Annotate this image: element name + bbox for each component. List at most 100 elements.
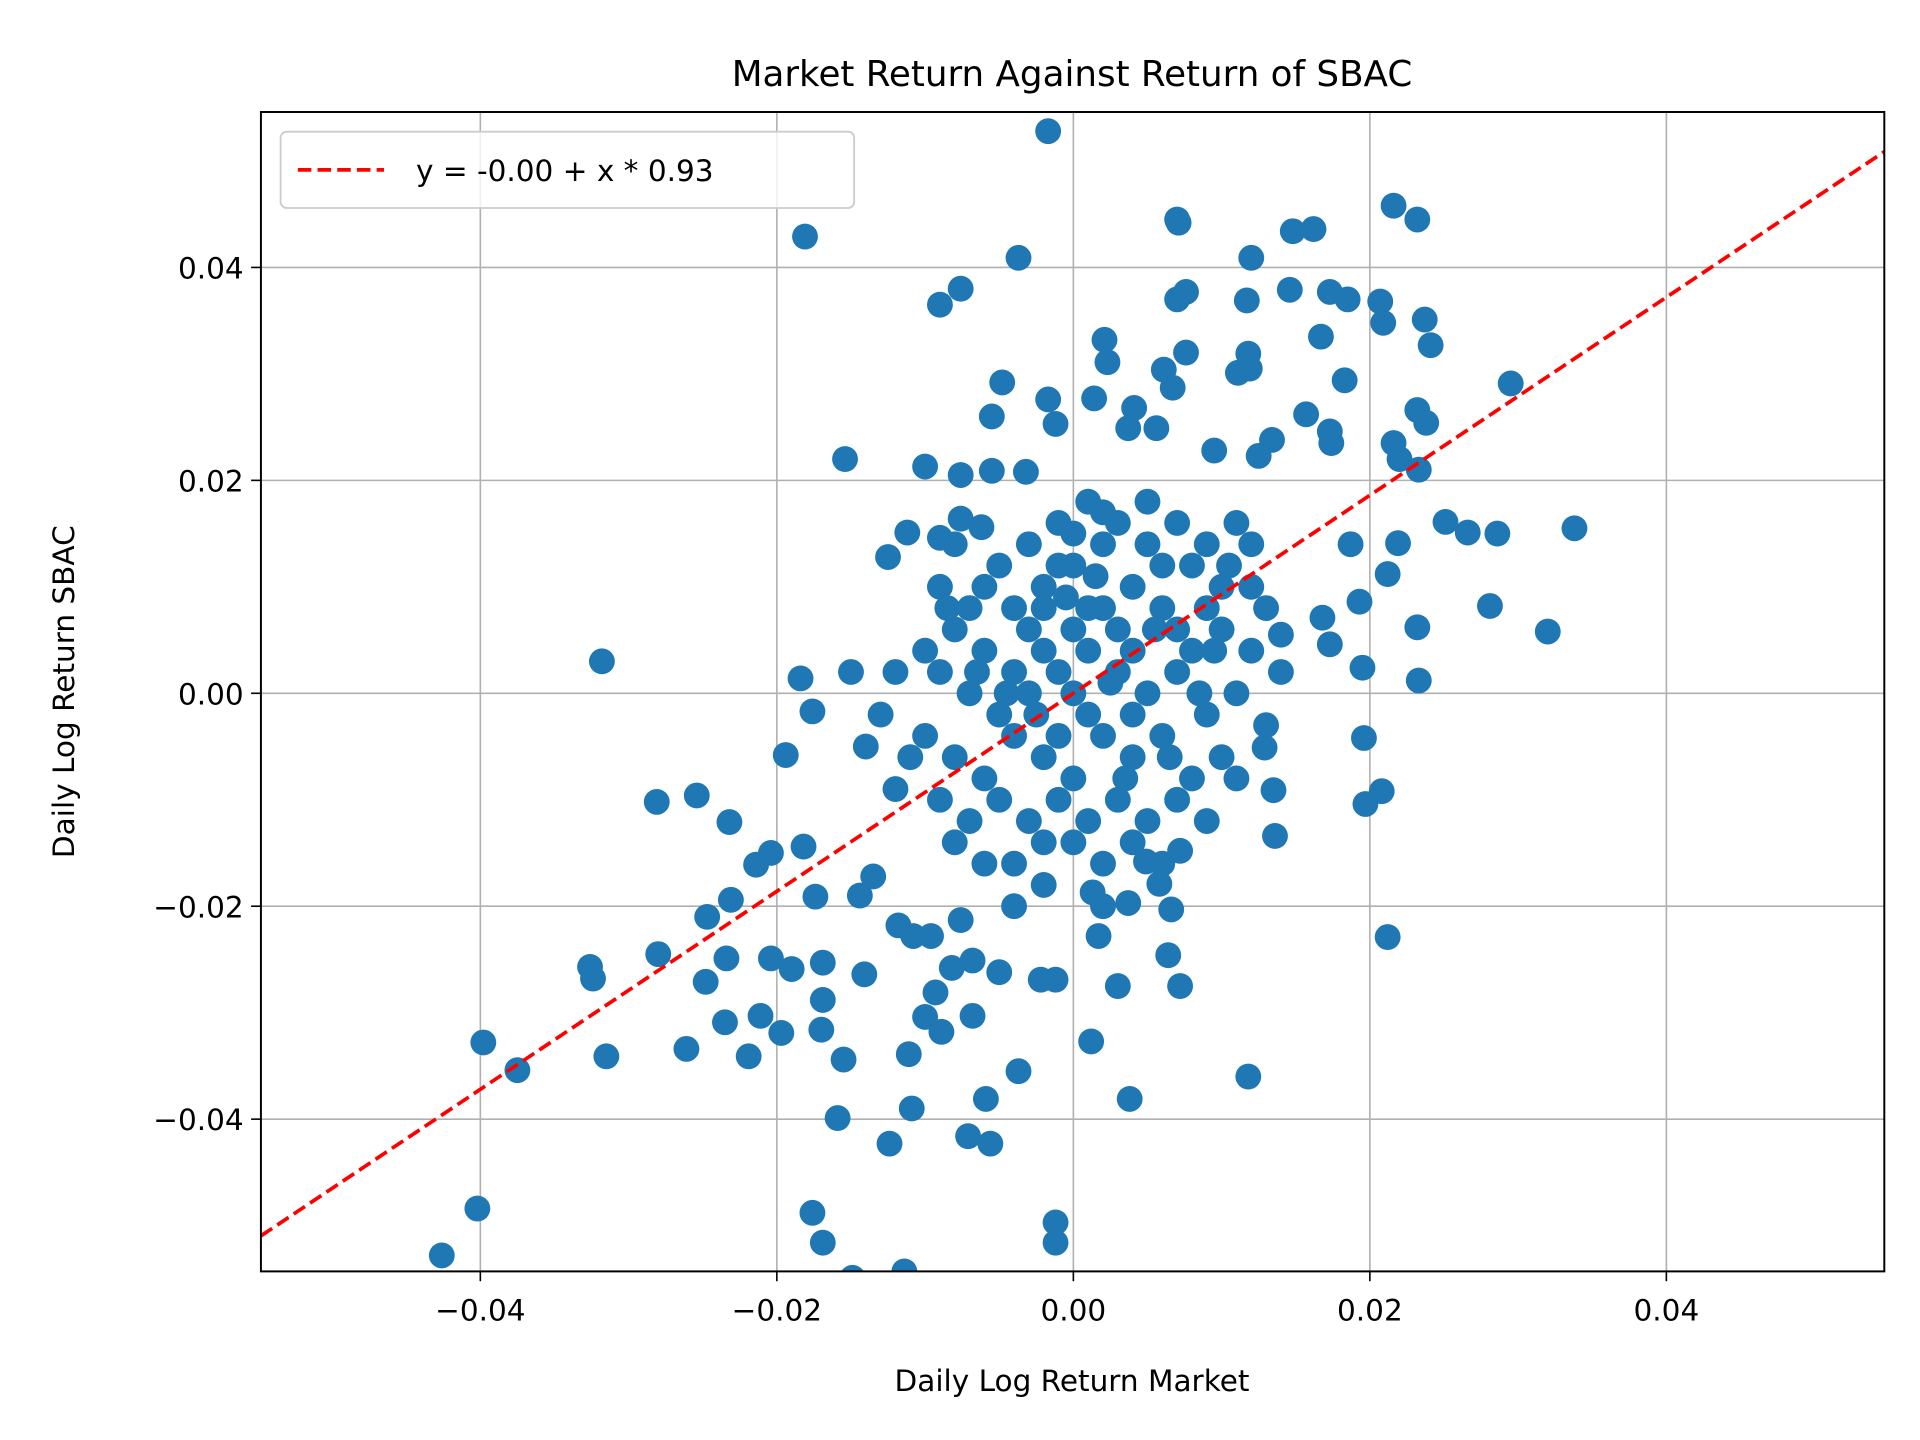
data-point xyxy=(959,947,986,974)
data-point xyxy=(428,1242,455,1269)
y-tick-label: −0.02 xyxy=(153,890,243,924)
data-point xyxy=(860,863,887,890)
data-point xyxy=(1411,306,1438,333)
data-point xyxy=(713,945,740,972)
data-point xyxy=(968,514,995,541)
data-point xyxy=(1432,508,1459,535)
data-point xyxy=(1060,829,1087,856)
data-point xyxy=(694,903,721,930)
data-point xyxy=(986,701,1013,728)
data-point xyxy=(882,776,909,803)
data-point xyxy=(717,886,744,913)
data-point xyxy=(1119,701,1146,728)
data-point xyxy=(1267,621,1294,648)
data-point xyxy=(1119,637,1146,664)
data-point xyxy=(1090,722,1116,749)
data-point xyxy=(1134,488,1161,515)
data-point xyxy=(1167,837,1194,864)
data-point xyxy=(809,1229,836,1256)
data-point xyxy=(1149,595,1176,622)
data-point xyxy=(1116,1085,1143,1112)
data-point xyxy=(1001,893,1027,920)
data-point xyxy=(1134,808,1161,834)
data-point xyxy=(1081,385,1108,412)
data-point xyxy=(1159,374,1186,401)
x-tick-label: −0.02 xyxy=(732,1294,822,1328)
data-point xyxy=(1115,890,1142,916)
data-point xyxy=(1262,823,1288,849)
data-point xyxy=(927,786,953,813)
data-point xyxy=(1030,744,1057,771)
data-point xyxy=(1119,829,1146,856)
data-point xyxy=(1238,244,1265,271)
data-point xyxy=(1149,722,1176,749)
data-point xyxy=(1404,614,1431,641)
data-point xyxy=(1164,510,1191,536)
data-point xyxy=(1085,923,1112,949)
data-point xyxy=(1253,712,1280,739)
data-point xyxy=(941,616,968,643)
data-point xyxy=(1208,573,1235,600)
data-point xyxy=(1316,631,1343,658)
data-point xyxy=(852,733,879,760)
data-point xyxy=(1349,654,1376,681)
data-point xyxy=(897,744,924,771)
data-point xyxy=(1179,552,1205,579)
data-point xyxy=(956,680,983,707)
data-point xyxy=(898,1095,925,1122)
data-point xyxy=(867,701,894,728)
data-point xyxy=(792,223,818,250)
data-point xyxy=(1030,573,1057,600)
data-point xyxy=(971,850,998,877)
data-point xyxy=(830,1046,857,1073)
data-point xyxy=(971,573,998,600)
data-point xyxy=(1042,1229,1069,1256)
data-point xyxy=(1035,386,1062,413)
data-point xyxy=(716,809,743,836)
data-point xyxy=(1331,367,1358,394)
data-point xyxy=(912,637,939,664)
data-point xyxy=(1112,765,1139,792)
data-point xyxy=(692,968,719,995)
data-point xyxy=(972,1085,999,1112)
data-point xyxy=(1276,276,1303,303)
data-point xyxy=(1155,942,1182,969)
data-point xyxy=(1015,680,1042,707)
data-point xyxy=(971,637,998,664)
data-point xyxy=(941,829,968,856)
data-point xyxy=(1164,659,1191,685)
data-point xyxy=(1267,659,1294,685)
data-point xyxy=(1146,870,1173,897)
data-point xyxy=(799,1199,826,1226)
data-point xyxy=(1121,395,1148,421)
x-tick-label: −0.04 xyxy=(435,1294,525,1328)
data-point xyxy=(927,573,953,600)
data-point xyxy=(683,782,710,809)
y-tick-label: −0.04 xyxy=(153,1103,243,1137)
data-point xyxy=(1186,680,1213,707)
data-point xyxy=(802,883,829,910)
legend-box xyxy=(279,130,856,209)
data-point xyxy=(1201,437,1228,464)
data-point xyxy=(912,722,939,749)
data-point xyxy=(1223,680,1250,707)
data-point xyxy=(1216,552,1242,579)
data-point xyxy=(1367,288,1394,315)
data-point xyxy=(956,595,983,622)
data-point xyxy=(1119,744,1146,771)
data-point xyxy=(894,519,921,546)
data-point xyxy=(1253,595,1280,622)
data-point xyxy=(1238,531,1265,558)
data-point xyxy=(1484,520,1511,547)
data-point xyxy=(1179,637,1205,664)
data-point xyxy=(1015,616,1042,643)
data-point xyxy=(1477,593,1503,619)
data-point xyxy=(1164,616,1191,643)
data-point xyxy=(1023,701,1050,728)
data-point xyxy=(1149,850,1176,877)
data-point xyxy=(1165,209,1192,236)
data-point xyxy=(593,1043,620,1070)
data-point xyxy=(1060,616,1087,643)
data-point xyxy=(922,979,949,1006)
